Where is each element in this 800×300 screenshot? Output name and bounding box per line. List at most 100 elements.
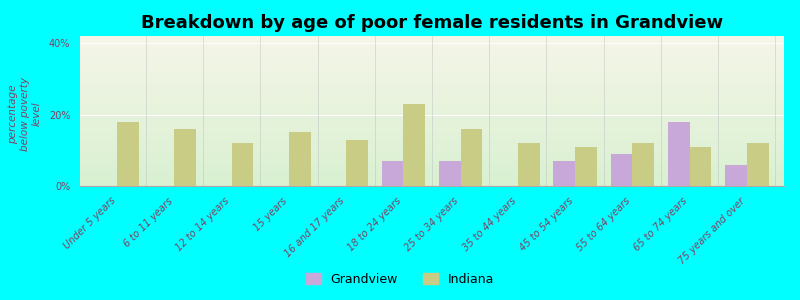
Bar [346, 140, 368, 186]
Bar [80, 120, 784, 122]
Bar [80, 159, 784, 160]
Bar [80, 122, 784, 123]
Bar [80, 177, 784, 178]
Bar [80, 100, 784, 102]
Bar [80, 39, 784, 40]
Bar [80, 40, 784, 42]
Bar [80, 176, 784, 177]
Bar [80, 124, 784, 126]
Bar [80, 130, 784, 132]
Bar [80, 84, 784, 86]
Bar [403, 104, 425, 186]
Bar [80, 69, 784, 70]
Bar [80, 51, 784, 52]
Bar [80, 106, 784, 108]
Bar [80, 147, 784, 148]
Bar [80, 80, 784, 81]
Bar [80, 169, 784, 171]
Bar [80, 102, 784, 104]
Bar [80, 178, 784, 180]
Bar [575, 147, 597, 186]
Bar [80, 75, 784, 76]
Bar [80, 117, 784, 118]
Bar [80, 63, 784, 64]
Legend: Grandview, Indiana: Grandview, Indiana [301, 268, 499, 291]
Bar [80, 88, 784, 90]
Bar [80, 78, 784, 80]
Bar [80, 90, 784, 92]
Bar [80, 144, 784, 146]
Bar [632, 143, 654, 186]
Bar [80, 156, 784, 158]
Bar [80, 154, 784, 156]
Bar [80, 165, 784, 166]
Bar [80, 123, 784, 124]
Bar [80, 99, 784, 100]
Bar [80, 183, 784, 184]
Bar [80, 140, 784, 141]
Bar [80, 167, 784, 168]
Bar [80, 158, 784, 159]
Bar [80, 182, 784, 183]
Bar [80, 114, 784, 116]
Bar [80, 153, 784, 154]
Bar [80, 93, 784, 94]
Bar [174, 129, 196, 186]
Bar [118, 122, 139, 186]
Bar [80, 148, 784, 150]
Bar [80, 38, 784, 39]
Bar [80, 94, 784, 96]
Bar [80, 64, 784, 66]
Bar [518, 143, 540, 186]
Bar [80, 70, 784, 72]
Bar [80, 85, 784, 87]
Bar [80, 82, 784, 84]
Bar [80, 48, 784, 50]
Bar [80, 118, 784, 120]
Bar [80, 160, 784, 162]
Bar [80, 46, 784, 48]
Bar [80, 112, 784, 114]
Bar [668, 122, 690, 186]
Bar [80, 103, 784, 105]
Bar [80, 142, 784, 144]
Bar [80, 96, 784, 98]
Bar [80, 74, 784, 75]
Bar [80, 68, 784, 69]
Bar [80, 72, 784, 74]
Bar [554, 161, 575, 186]
Bar [80, 87, 784, 88]
Bar [80, 105, 784, 106]
Bar [382, 161, 403, 186]
Bar [461, 129, 482, 186]
Bar [80, 150, 784, 152]
Bar [80, 162, 784, 164]
Bar [80, 136, 784, 138]
Bar [80, 184, 784, 186]
Bar [80, 172, 784, 174]
Bar [80, 134, 784, 135]
Bar [725, 165, 746, 186]
Bar [80, 56, 784, 57]
Bar [610, 154, 632, 186]
Bar [80, 128, 784, 129]
Bar [80, 54, 784, 56]
Bar [80, 50, 784, 51]
Bar [80, 129, 784, 130]
Bar [80, 138, 784, 140]
Bar [80, 66, 784, 68]
Bar [80, 58, 784, 60]
Bar [80, 61, 784, 63]
Bar [80, 174, 784, 176]
Bar [80, 57, 784, 58]
Bar [80, 180, 784, 182]
Bar [80, 171, 784, 172]
Bar [80, 152, 784, 153]
Bar [80, 141, 784, 142]
Title: Breakdown by age of poor female residents in Grandview: Breakdown by age of poor female resident… [141, 14, 723, 32]
Bar [439, 161, 461, 186]
Bar [80, 164, 784, 165]
Bar [80, 92, 784, 93]
Bar [80, 98, 784, 99]
Bar [289, 132, 310, 186]
